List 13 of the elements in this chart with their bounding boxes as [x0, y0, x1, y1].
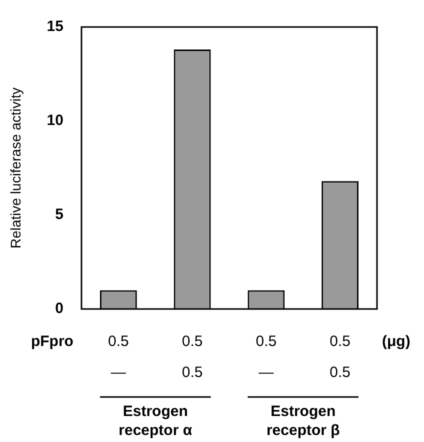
x-tick-label: 0.5 0.5 — [182, 333, 203, 382]
y-axis-title: Relative luciferase activity — [7, 87, 24, 249]
x-tick-label: 0.5 — — [256, 333, 277, 382]
y-tick-label: 0 — [55, 300, 64, 318]
x-tick-label: 0.5 0.5 — [330, 333, 350, 382]
x-tick-label: 0.5 — — [108, 333, 129, 382]
y-tick-label: 5 — [55, 206, 64, 224]
y-tick-label: 15 — [46, 18, 64, 36]
text: Estrogen receptor β — [266, 403, 340, 440]
y-tick-label: 10 — [46, 112, 64, 130]
text: Estrogen receptor α — [118, 403, 193, 440]
text: (μg) — [382, 333, 410, 350]
text: pFpro — [30, 333, 74, 350]
